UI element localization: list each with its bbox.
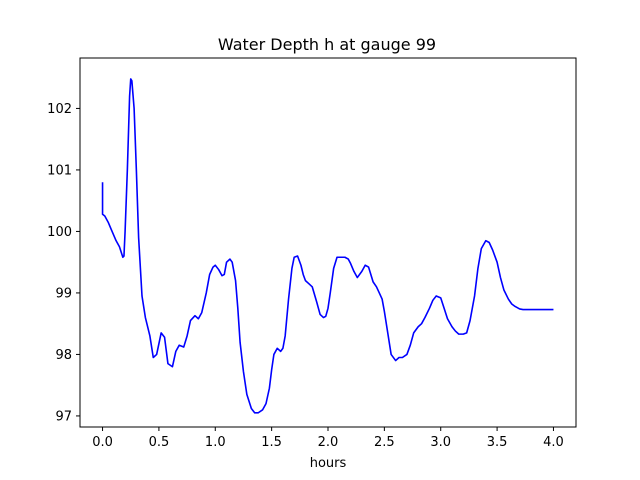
x-tick-label: 2.0	[318, 435, 339, 450]
x-tick-label: 3.5	[487, 435, 508, 450]
x-tick-label: 1.5	[261, 435, 282, 450]
y-tick-label: 100	[47, 225, 72, 240]
x-tick-label: 3.0	[430, 435, 451, 450]
y-tick-label: 99	[55, 286, 72, 301]
x-tick-label: 1.0	[205, 435, 226, 450]
x-axis-ticks: 0.0 0.5 1.0 1.5 2.0 2.5 3.0 3.5 4.0	[92, 427, 564, 450]
y-tick-label: 98	[55, 348, 72, 363]
y-tick-label: 102	[47, 102, 72, 117]
x-tick-label: 4.0	[543, 435, 564, 450]
x-tick-label: 0.5	[149, 435, 170, 450]
series-layer	[101, 78, 554, 414]
chart-title: Water Depth h at gauge 99	[218, 35, 436, 54]
x-tick-label: 2.5	[374, 435, 395, 450]
y-tick-label: 101	[47, 163, 72, 178]
y-axis-ticks: 97 98 99 100 101 102	[47, 102, 80, 424]
plot-area-frame	[79, 57, 577, 428]
y-tick-label: 97	[55, 409, 72, 424]
x-tick-label: 0.0	[92, 435, 113, 450]
x-axis-label: hours	[310, 456, 347, 471]
series-line	[101, 78, 554, 414]
